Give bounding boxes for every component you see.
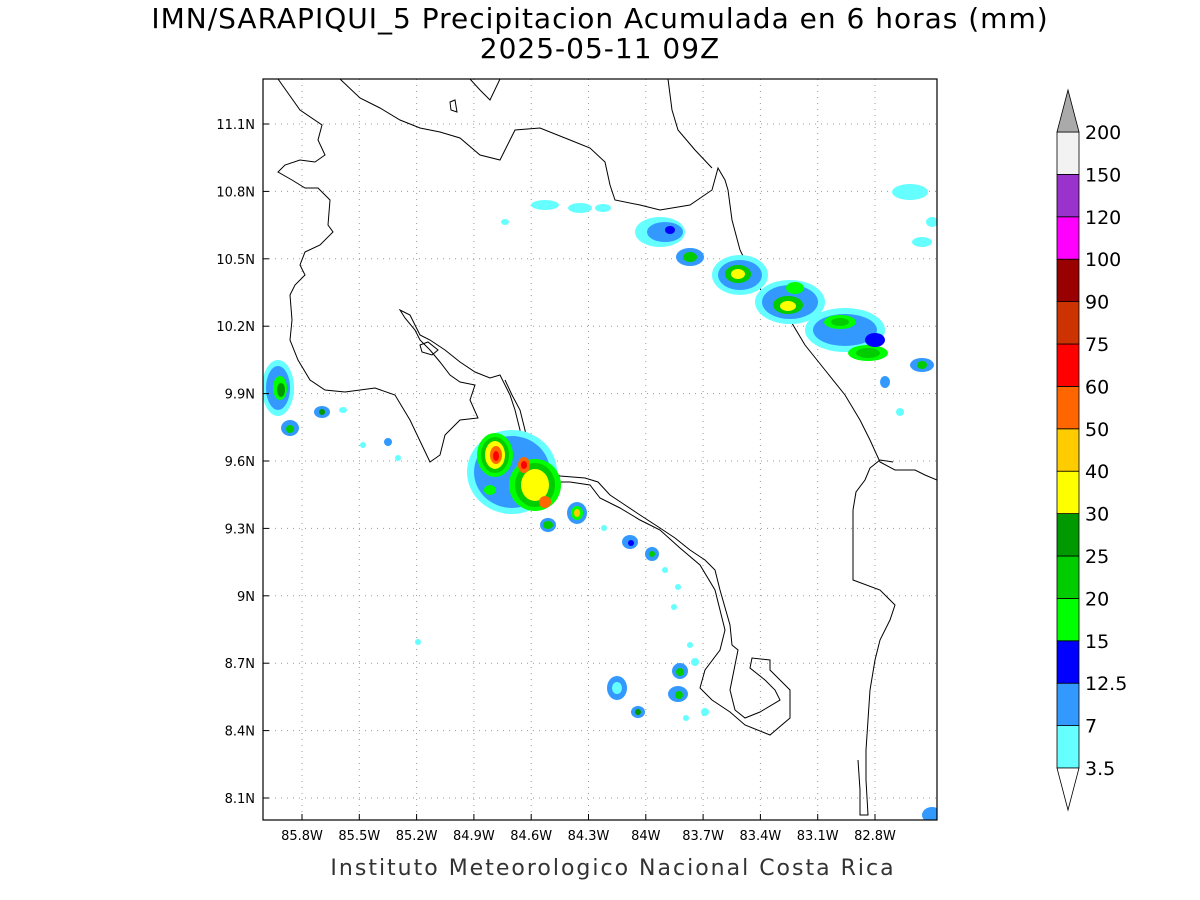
lat-tick-label: 9.6N	[225, 455, 255, 470]
colorbar-segment	[1056, 470, 1080, 515]
lon-tick-label: 83.7W	[682, 829, 724, 844]
colorbar-segment	[1056, 216, 1080, 260]
map-subtitle: 2025-05-11 09Z	[479, 32, 721, 65]
colorbar-label: 50	[1085, 419, 1109, 441]
lat-tick-label: 11.1N	[216, 118, 255, 133]
lon-tick-label: 85.8W	[281, 829, 323, 844]
colorbar-segment	[1056, 428, 1080, 472]
colorbar-label: 12.5	[1085, 673, 1127, 695]
map-frame	[263, 79, 937, 820]
longitude-axis: 85.8W 85.5W 85.2W 84.9W 84.6W 84.3W 84W 83.7W 83…	[281, 814, 896, 844]
colorbar-label: 75	[1085, 334, 1109, 356]
colorbar-segment	[1056, 343, 1080, 387]
lon-tick-label: 83.1W	[797, 829, 839, 844]
colorbar-segment	[1056, 173, 1080, 218]
lon-tick-label: 82.8W	[854, 829, 896, 844]
colorbar-segment	[1056, 258, 1080, 303]
lon-tick-label: 84W	[631, 829, 661, 844]
colorbar-max-arrow	[1056, 88, 1080, 133]
colorbar-label: 7	[1085, 716, 1097, 738]
colorbar-segment	[1056, 640, 1080, 684]
colorbar-segment	[1056, 131, 1080, 175]
lon-tick-label: 83.4W	[739, 829, 781, 844]
colorbar-label: 90	[1085, 292, 1109, 314]
colorbar-label: 200	[1085, 122, 1121, 144]
colorbar-segment	[1056, 725, 1080, 769]
colorbar: 3.5 7 12.5 15 20 25 30 40 50 60 75 90 100 120 150 200	[1056, 88, 1127, 812]
lon-tick-label: 84.3W	[568, 829, 610, 844]
colorbar-label: 100	[1085, 249, 1121, 271]
colorbar-label: 120	[1085, 207, 1121, 229]
latitude-axis: 11.1N 10.8N 10.5N 10.2N 9.9N 9.6N 9.3N 9N 8.7N 8.…	[216, 118, 269, 807]
colorbar-segment	[1056, 385, 1080, 430]
colorbar-label: 20	[1085, 588, 1109, 610]
lat-tick-label: 8.4N	[225, 725, 255, 740]
colorbar-segment	[1056, 301, 1080, 345]
colorbar-segment	[1056, 598, 1080, 642]
colorbar-label: 60	[1085, 376, 1109, 398]
lat-tick-label: 9.9N	[225, 388, 255, 403]
map-title: IMN/SARAPIQUI_5 Precipitacion Acumulada …	[151, 2, 1049, 35]
footer-credit: Instituto Meteorologico Nacional Costa R…	[330, 856, 896, 881]
lat-tick-label: 9.3N	[225, 522, 255, 537]
colorbar-label: 30	[1085, 504, 1109, 526]
colorbar-min-arrow	[1056, 767, 1080, 812]
map-area: 11.1N 10.8N 10.5N 10.2N 9.9N 9.6N 9.3N 9N 8.7N 8.…	[216, 78, 938, 844]
lon-tick-label: 84.9W	[453, 829, 495, 844]
gridlines	[263, 79, 937, 820]
lat-tick-label: 10.5N	[216, 253, 255, 268]
lat-tick-label: 10.8N	[216, 185, 255, 200]
lon-tick-label: 85.5W	[338, 829, 380, 844]
colorbar-label: 150	[1085, 164, 1121, 186]
colorbar-segment	[1056, 682, 1080, 727]
lat-tick-label: 9N	[237, 590, 255, 605]
lat-tick-label: 10.2N	[216, 320, 255, 335]
lon-tick-label: 84.6W	[510, 829, 552, 844]
colorbar-segment	[1056, 555, 1080, 599]
colorbar-label: 3.5	[1085, 758, 1115, 780]
precipitation-field	[263, 184, 937, 820]
colorbar-segment	[1056, 513, 1080, 557]
colorbar-label: 40	[1085, 461, 1109, 483]
lon-tick-label: 85.2W	[396, 829, 438, 844]
colorbar-label: 25	[1085, 546, 1109, 568]
lat-tick-label: 8.7N	[225, 657, 255, 672]
lat-tick-label: 8.1N	[225, 792, 255, 807]
map-border	[262, 78, 938, 821]
colorbar-label: 15	[1085, 631, 1109, 653]
